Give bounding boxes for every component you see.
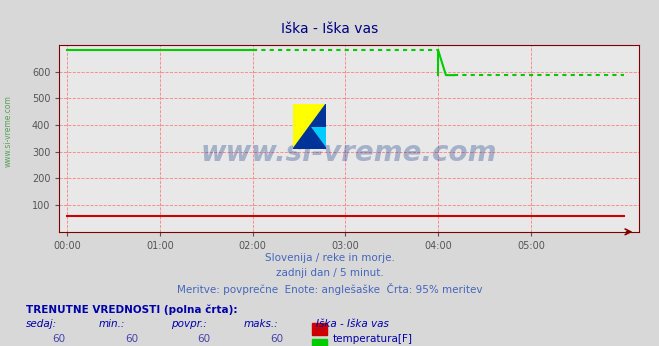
Text: 60: 60: [53, 334, 66, 344]
Polygon shape: [310, 104, 326, 126]
Text: www.si-vreme.com: www.si-vreme.com: [201, 139, 498, 167]
Text: www.si-vreme.com: www.si-vreme.com: [3, 95, 13, 167]
Text: temperatura[F]: temperatura[F]: [333, 334, 413, 344]
Bar: [312, 323, 327, 335]
Text: min.:: min.:: [99, 319, 125, 329]
Bar: [312, 339, 327, 346]
Polygon shape: [293, 126, 326, 149]
Text: Iška - Iška vas: Iška - Iška vas: [281, 22, 378, 36]
Text: sedaj:: sedaj:: [26, 319, 57, 329]
Text: 60: 60: [270, 334, 283, 344]
Text: 60: 60: [198, 334, 211, 344]
Polygon shape: [293, 104, 326, 149]
Text: povpr.:: povpr.:: [171, 319, 207, 329]
Polygon shape: [293, 104, 326, 149]
Text: TRENUTNE VREDNOSTI (polna črta):: TRENUTNE VREDNOSTI (polna črta):: [26, 305, 238, 315]
Text: Meritve: povprečne  Enote: anglešaške  Črta: 95% meritev: Meritve: povprečne Enote: anglešaške Črt…: [177, 283, 482, 295]
Text: Iška - Iška vas: Iška - Iška vas: [316, 319, 389, 329]
Text: zadnji dan / 5 minut.: zadnji dan / 5 minut.: [275, 268, 384, 278]
Text: Slovenija / reke in morje.: Slovenija / reke in morje.: [264, 253, 395, 263]
Text: maks.:: maks.:: [244, 319, 279, 329]
Text: 60: 60: [125, 334, 138, 344]
